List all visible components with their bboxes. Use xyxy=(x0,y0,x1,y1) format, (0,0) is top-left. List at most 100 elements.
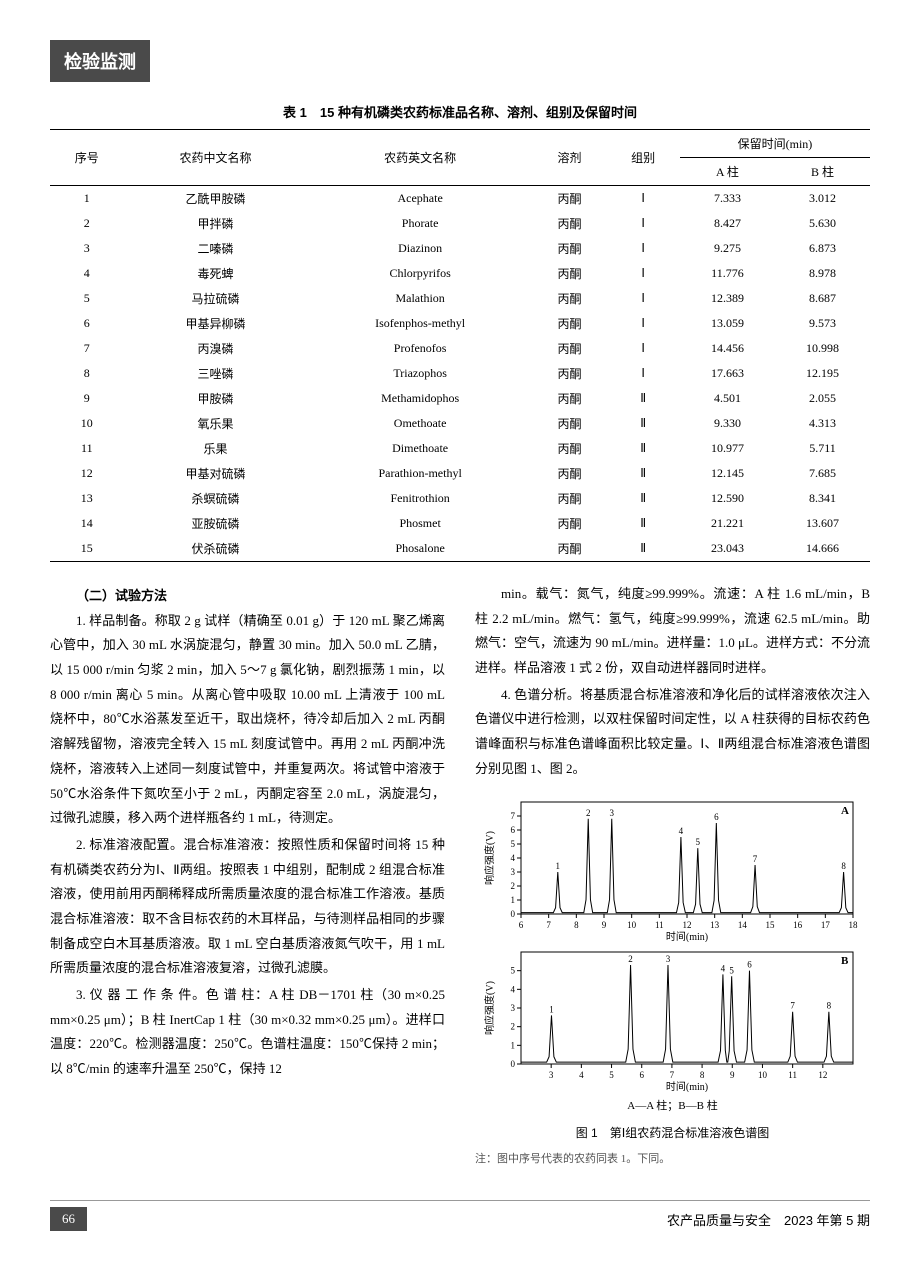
svg-text:7: 7 xyxy=(510,811,515,821)
svg-text:4: 4 xyxy=(510,984,515,994)
svg-text:8: 8 xyxy=(841,861,846,871)
para-2: 2. 标准溶液配置。混合标准溶液：按照性质和保留时间将 15 种有机磷类农药分为… xyxy=(50,833,445,981)
right-column: min。载气：氮气，纯度≥99.999%。流速：A 柱 1.6 mL/min，B… xyxy=(475,582,870,1170)
method-heading: （二）试验方法 xyxy=(50,584,445,609)
svg-text:3: 3 xyxy=(609,807,614,817)
svg-text:6: 6 xyxy=(510,825,515,835)
svg-text:4: 4 xyxy=(510,853,515,863)
svg-text:5: 5 xyxy=(510,965,515,975)
svg-text:6: 6 xyxy=(518,920,523,930)
svg-text:12: 12 xyxy=(818,1070,827,1080)
chart-caption: 图 1 第Ⅰ组农药混合标准溶液色谱图 xyxy=(475,1122,870,1145)
svg-text:4: 4 xyxy=(720,963,725,973)
table-row: 11乐果Dimethoate丙酮Ⅱ10.9775.711 xyxy=(50,436,870,461)
svg-text:3: 3 xyxy=(665,954,670,964)
svg-text:12: 12 xyxy=(682,920,691,930)
table-row: 6甲基异柳磷Isofenphos-methyl丙酮Ⅰ13.0599.573 xyxy=(50,311,870,336)
svg-text:1: 1 xyxy=(510,1040,515,1050)
svg-text:时间(min): 时间(min) xyxy=(665,1080,707,1092)
th-group: 组别 xyxy=(606,130,680,186)
table-row: 5马拉硫磷Malathion丙酮Ⅰ12.3898.687 xyxy=(50,286,870,311)
svg-text:5: 5 xyxy=(729,965,734,975)
svg-text:9: 9 xyxy=(601,920,606,930)
chart-a: 012345676789101112131415161718时间(min)响应强… xyxy=(483,792,863,942)
svg-text:0: 0 xyxy=(510,909,515,919)
table-row: 10氧乐果Omethoate丙酮Ⅱ9.3304.313 xyxy=(50,411,870,436)
svg-text:B: B xyxy=(841,955,849,967)
svg-text:11: 11 xyxy=(654,920,663,930)
svg-text:2: 2 xyxy=(585,807,590,817)
svg-text:8: 8 xyxy=(574,920,579,930)
svg-text:7: 7 xyxy=(546,920,551,930)
svg-text:响应强度(V): 响应强度(V) xyxy=(483,831,496,885)
svg-text:6: 6 xyxy=(747,959,752,969)
journal-info: 农产品质量与安全 2023 年第 5 期 xyxy=(667,1210,870,1229)
svg-text:2: 2 xyxy=(510,1021,515,1031)
svg-text:11: 11 xyxy=(788,1070,797,1080)
svg-text:5: 5 xyxy=(609,1070,614,1080)
svg-text:14: 14 xyxy=(737,920,747,930)
svg-text:17: 17 xyxy=(820,920,830,930)
svg-text:10: 10 xyxy=(627,920,637,930)
svg-text:1: 1 xyxy=(510,895,515,905)
page-number: 66 xyxy=(50,1207,87,1231)
standards-table: 序号 农药中文名称 农药英文名称 溶剂 组别 保留时间(min) A 柱 B 柱… xyxy=(50,129,870,562)
chart-note: 注：图中序号代表的农药同表 1。下同。 xyxy=(475,1149,870,1170)
svg-text:13: 13 xyxy=(710,920,720,930)
table-row: 3二嗪磷Diazinon丙酮Ⅰ9.2756.873 xyxy=(50,236,870,261)
section-header: 检验监测 xyxy=(50,40,150,82)
svg-text:A: A xyxy=(841,805,849,817)
table-row: 4毒死蜱Chlorpyrifos丙酮Ⅰ11.7768.978 xyxy=(50,261,870,286)
svg-text:6: 6 xyxy=(714,812,719,822)
table-row: 9甲胺磷Methamidophos丙酮Ⅱ4.5012.055 xyxy=(50,386,870,411)
svg-text:9: 9 xyxy=(730,1070,735,1080)
table-row: 8三唑磷Triazophos丙酮Ⅰ17.66312.195 xyxy=(50,361,870,386)
svg-text:7: 7 xyxy=(669,1070,674,1080)
svg-text:18: 18 xyxy=(848,920,858,930)
svg-text:2: 2 xyxy=(628,954,633,964)
table-row: 13杀螟硫磷Fenitrothion丙酮Ⅱ12.5908.341 xyxy=(50,486,870,511)
svg-text:3: 3 xyxy=(510,1003,515,1013)
svg-text:1: 1 xyxy=(555,861,560,871)
table-row: 14亚胺硫磷Phosmet丙酮Ⅱ21.22113.607 xyxy=(50,511,870,536)
th-rt: 保留时间(min) xyxy=(680,130,870,158)
chart-b: 0123453456789101112时间(min)响应强度(V)B123456… xyxy=(483,942,863,1092)
table-row: 1乙酰甲胺磷Acephate丙酮Ⅰ7.3333.012 xyxy=(50,186,870,212)
svg-text:6: 6 xyxy=(639,1070,644,1080)
para-r2: 4. 色谱分析。将基质混合标准溶液和净化后的试样溶液依次注入色谱仪中进行检测，以… xyxy=(475,683,870,782)
svg-text:8: 8 xyxy=(826,1000,831,1010)
th-cn: 农药中文名称 xyxy=(124,130,308,186)
svg-text:2: 2 xyxy=(510,881,515,891)
th-en: 农药英文名称 xyxy=(308,130,533,186)
svg-text:时间(min): 时间(min) xyxy=(665,930,707,942)
svg-text:5: 5 xyxy=(695,837,700,847)
svg-text:0: 0 xyxy=(510,1059,515,1069)
para-1: 1. 样品制备。称取 2 g 试样（精确至 0.01 g）于 120 mL 聚乙… xyxy=(50,609,445,831)
th-seq: 序号 xyxy=(50,130,124,186)
svg-text:1: 1 xyxy=(549,1004,554,1014)
table-row: 15伏杀硫磷Phosalone丙酮Ⅱ23.04314.666 xyxy=(50,536,870,562)
svg-text:16: 16 xyxy=(793,920,803,930)
svg-text:3: 3 xyxy=(548,1070,553,1080)
chromatogram-charts: 012345676789101112131415161718时间(min)响应强… xyxy=(475,792,870,1171)
page-footer: 66 农产品质量与安全 2023 年第 5 期 xyxy=(50,1200,870,1231)
table-row: 12甲基对硫磷Parathion-methyl丙酮Ⅱ12.1457.685 xyxy=(50,461,870,486)
th-solvent: 溶剂 xyxy=(533,130,607,186)
para-r1: min。载气：氮气，纯度≥99.999%。流速：A 柱 1.6 mL/min，B… xyxy=(475,582,870,681)
svg-text:3: 3 xyxy=(510,867,515,877)
th-colb: B 柱 xyxy=(775,158,870,186)
table-row: 7丙溴磷Profenofos丙酮Ⅰ14.45610.998 xyxy=(50,336,870,361)
svg-text:7: 7 xyxy=(752,854,757,864)
th-cola: A 柱 xyxy=(680,158,775,186)
svg-text:7: 7 xyxy=(790,1000,795,1010)
left-column: （二）试验方法 1. 样品制备。称取 2 g 试样（精确至 0.01 g）于 1… xyxy=(50,582,445,1170)
chart-legend: A—A 柱；B—B 柱 xyxy=(475,1096,870,1117)
svg-text:8: 8 xyxy=(699,1070,704,1080)
svg-text:5: 5 xyxy=(510,839,515,849)
para-3: 3. 仪 器 工 作 条 件。色 谱 柱：A 柱 DB－1701 柱（30 m×… xyxy=(50,983,445,1082)
table-row: 2甲拌磷Phorate丙酮Ⅰ8.4275.630 xyxy=(50,211,870,236)
svg-text:15: 15 xyxy=(765,920,775,930)
svg-text:响应强度(V): 响应强度(V) xyxy=(483,981,496,1035)
svg-text:10: 10 xyxy=(757,1070,767,1080)
table-caption: 表 1 15 种有机磷类农药标准品名称、溶剂、组别及保留时间 xyxy=(50,102,870,121)
